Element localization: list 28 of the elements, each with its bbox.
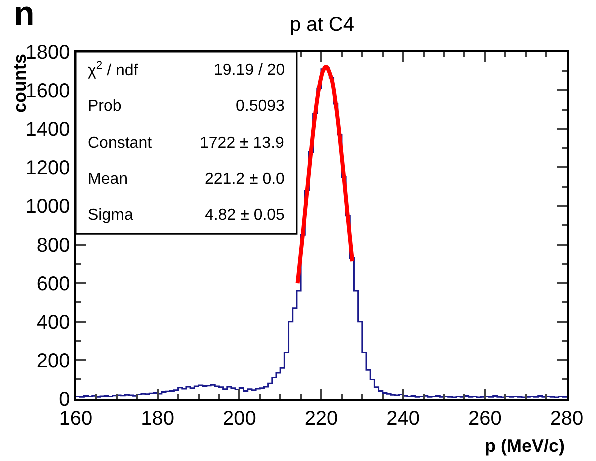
y-tick-label: 1400 (26, 119, 70, 142)
line-series (296, 65, 355, 286)
y-tick-label: 1800 (26, 42, 70, 64)
x-tick-label: 180 (141, 408, 175, 430)
x-tick-label: 260 (468, 408, 502, 430)
annotation: 1722 ± 13.9 (200, 135, 285, 152)
x-tick-label: 220 (304, 408, 338, 430)
annotation: Prob (88, 98, 122, 115)
y-tick-label: 800 (36, 234, 70, 257)
y-tick-label: 1200 (26, 158, 70, 180)
x-axis-title: p (MeV/c) (485, 436, 566, 456)
y-tick-label: 400 (36, 312, 70, 334)
annotation: Constant (88, 135, 153, 152)
y-tick-label: 1000 (26, 196, 70, 218)
annotation: Mean (88, 171, 128, 188)
annotation: 19.19 / 20 (214, 62, 286, 79)
chart-title: p at C4 (290, 14, 354, 36)
annotation: 221.2 ± 0.0 (205, 171, 286, 188)
annotation: 4.82 ± 0.05 (205, 207, 286, 224)
x-tick-label: 240 (386, 408, 420, 430)
x-tick-label: 200 (222, 408, 256, 430)
x-tick-label: 280 (550, 408, 584, 430)
annotation: Sigma (88, 207, 134, 224)
annotation: 0.5093 (236, 98, 286, 115)
y-tick-label: 200 (36, 350, 70, 372)
annotation: χ$^{2}$ / ndf (88, 60, 139, 80)
text: n (14, 0, 35, 33)
y-tick-label: 600 (36, 273, 70, 296)
